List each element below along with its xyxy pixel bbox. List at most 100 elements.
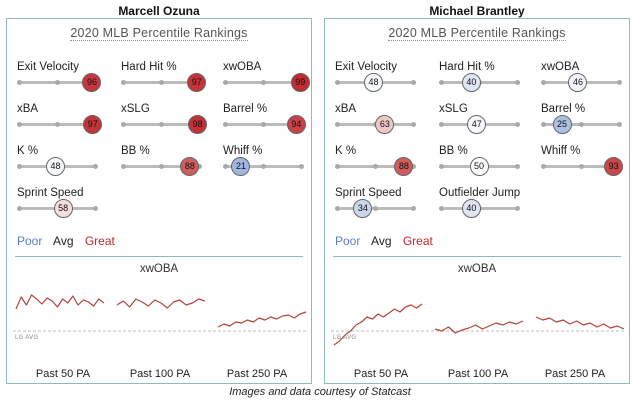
metric-track-ticks (335, 206, 416, 211)
track-tick (335, 206, 340, 211)
percentile-marker: 47 (467, 115, 487, 134)
section-divider (333, 256, 621, 257)
legend: Poor Avg Great (17, 234, 123, 248)
metric-label: Whiff % (541, 145, 581, 157)
metric-xba: xBA 63 (335, 103, 435, 143)
panel-title: 2020 MLB Percentile Rankings (70, 26, 248, 41)
percentile-marker: 34 (353, 199, 373, 218)
metric-whiff: Whiff % 93 (541, 145, 640, 185)
track-tick (515, 122, 520, 127)
track-tick (159, 164, 164, 169)
metric-label: Outfielder Jump (439, 187, 521, 199)
percentile-marker: 99 (290, 73, 310, 92)
xwoba-trend-line-250pa (217, 311, 307, 328)
track-tick (335, 164, 340, 169)
percentile-marker: 88 (180, 157, 200, 176)
track-tick (55, 122, 60, 127)
metric-label: BB % (121, 145, 150, 157)
track-tick (579, 164, 584, 169)
track-tick (17, 122, 22, 127)
track-tick (617, 122, 622, 127)
metric-label: xSLG (121, 103, 150, 115)
metric-whiff: Whiff % 21 (223, 145, 323, 185)
metric-hard-hit: Hard Hit % 97 (121, 61, 221, 101)
track-tick (121, 80, 126, 85)
window-label-50: Past 50 PA (35, 368, 91, 380)
track-tick (159, 122, 164, 127)
xwoba-trend-line-50pa (333, 303, 423, 346)
metric-label: Hard Hit % (439, 61, 495, 73)
track-tick (411, 206, 416, 211)
metric-xwoba: xwOBA 99 (223, 61, 323, 101)
track-tick (261, 122, 266, 127)
metric-xba: xBA 97 (17, 103, 117, 143)
track-tick (335, 80, 340, 85)
track-tick (261, 80, 266, 85)
window-label-250: Past 250 PA (226, 368, 288, 380)
percentile-marker: 88 (394, 157, 414, 176)
metric-track-ticks (121, 164, 202, 169)
percentile-marker: 96 (82, 73, 102, 92)
metric-track-ticks (223, 164, 304, 169)
track-tick (93, 206, 98, 211)
footer-credit: Images and data courtesy of Statcast (229, 386, 411, 398)
track-tick (373, 206, 378, 211)
track-tick (439, 206, 444, 211)
percentile-panel-ozuna: 2020 MLB Percentile Rankings Poor Avg Gr… (6, 18, 312, 384)
metric-barrel: Barrel % 25 (541, 103, 640, 143)
track-tick (515, 164, 520, 169)
track-tick (335, 122, 340, 127)
metric-barrel: Barrel % 94 (223, 103, 323, 143)
track-tick (223, 122, 228, 127)
metric-track-ticks (223, 80, 304, 85)
metric-hard-hit: Hard Hit % 40 (439, 61, 539, 101)
window-label-250: Past 250 PA (544, 368, 606, 380)
legend-avg: Avg (53, 234, 74, 248)
metric-label: BB % (439, 145, 468, 157)
metric-label: Sprint Speed (17, 187, 84, 199)
player-name-brantley: Michael Brantley (429, 4, 525, 18)
track-tick (223, 80, 228, 85)
track-tick (579, 122, 584, 127)
percentile-marker: 63 (375, 115, 395, 134)
percentile-marker: 98 (187, 115, 207, 134)
metric-sprint-speed: Sprint Speed 34 (335, 187, 435, 227)
metric-label: Exit Velocity (335, 61, 397, 73)
metric-xslg: xSLG 98 (121, 103, 221, 143)
xwoba-title: xwOBA (457, 263, 497, 275)
lg-avg-label: LG AVG (333, 335, 357, 341)
track-tick (55, 80, 60, 85)
track-tick (617, 80, 622, 85)
metric-bb: BB % 88 (121, 145, 221, 185)
metric-k: K % 88 (335, 145, 435, 185)
percentile-marker: 21 (231, 157, 251, 176)
section-divider (15, 256, 303, 257)
track-tick (439, 80, 444, 85)
metric-sprint-speed: Sprint Speed 58 (17, 187, 117, 227)
track-tick (17, 164, 22, 169)
track-tick (93, 164, 98, 169)
percentile-marker: 25 (552, 115, 572, 134)
track-tick (299, 164, 304, 169)
metric-exit-velocity: Exit Velocity 48 (335, 61, 435, 101)
legend-poor: Poor (17, 234, 43, 248)
percentile-marker: 40 (461, 199, 481, 218)
track-tick (261, 164, 266, 169)
percentile-panel-brantley: 2020 MLB Percentile Rankings Poor Avg Gr… (324, 18, 630, 384)
window-label-50: Past 50 PA (353, 368, 409, 380)
metric-label: Barrel % (541, 103, 586, 115)
xwoba-trend-line-250pa (535, 316, 625, 330)
metric-track-ticks (541, 122, 622, 127)
metric-bb: BB % 50 (439, 145, 539, 185)
metric-outfielder-jump: Outfielder Jump 40 (439, 187, 539, 227)
xwoba-title: xwOBA (139, 263, 179, 275)
player-name-ozuna: Marcell Ozuna (118, 4, 200, 18)
legend-great: Great (84, 234, 115, 248)
metric-label: K % (335, 145, 357, 157)
legend-poor: Poor (335, 234, 361, 248)
metric-xslg: xSLG 47 (439, 103, 539, 143)
legend: Poor Avg Great (335, 234, 441, 248)
metric-label: K % (17, 145, 39, 157)
percentile-marker: 46 (568, 73, 588, 92)
percentile-marker: 48 (363, 73, 383, 92)
